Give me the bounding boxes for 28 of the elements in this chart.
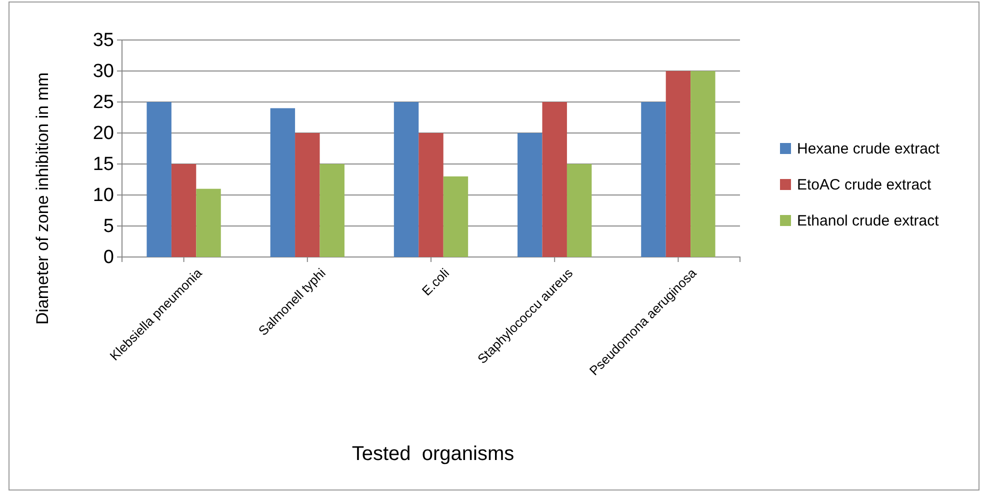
y-tick-label: 25 bbox=[92, 92, 114, 114]
y-tick-label: 10 bbox=[92, 185, 114, 206]
bar bbox=[418, 133, 444, 257]
legend-label: EtoAC crude extract bbox=[797, 176, 932, 194]
bar bbox=[320, 164, 344, 257]
bar bbox=[295, 133, 320, 257]
y-tick-label: 20 bbox=[92, 123, 114, 144]
bar bbox=[542, 102, 567, 257]
y-tick-label: 35 bbox=[92, 30, 114, 52]
y-axis-title: Diameter of zone inhibition in mm bbox=[33, 72, 52, 325]
bar bbox=[196, 188, 221, 257]
bar bbox=[171, 164, 196, 257]
x-axis-title: Tested organisms bbox=[352, 443, 514, 465]
bar bbox=[270, 108, 296, 257]
bar bbox=[690, 71, 716, 257]
bar bbox=[666, 71, 691, 257]
legend-label: Ethanol crude extract bbox=[797, 212, 940, 230]
bar bbox=[394, 102, 419, 257]
y-tick-label: 0 bbox=[103, 247, 114, 268]
bar bbox=[146, 102, 172, 257]
bar bbox=[641, 102, 666, 257]
y-tick-label: 5 bbox=[103, 216, 114, 238]
bar bbox=[443, 176, 468, 257]
y-tick-label: 15 bbox=[92, 154, 114, 176]
legend-label: Hexane crude extract bbox=[797, 140, 940, 158]
bar bbox=[566, 164, 592, 257]
bar bbox=[518, 133, 542, 257]
y-tick-label: 30 bbox=[92, 61, 114, 82]
